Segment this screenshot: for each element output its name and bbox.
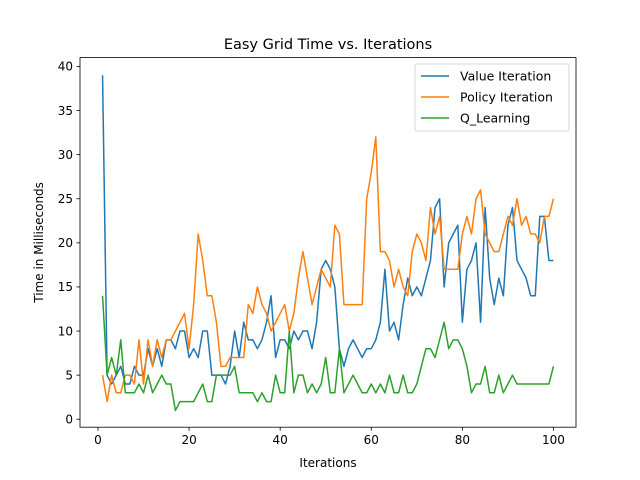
y-tick-label: 0 — [65, 413, 73, 427]
series-line-0 — [101, 75, 554, 385]
series-line-2 — [101, 295, 555, 412]
y-tick-label: 10 — [58, 324, 73, 338]
legend: Value Iteration Policy Iteration Q_Learnin… — [414, 63, 570, 132]
legend-label-1: Policy Iteration — [460, 90, 553, 105]
x-tick-label: 20 — [181, 433, 196, 447]
legend-label-0: Value Iteration — [460, 69, 551, 84]
x-axis-label: Iterations — [299, 456, 356, 470]
y-tick-label: 25 — [58, 192, 73, 206]
y-tick-label: 40 — [58, 60, 73, 74]
y-axis: 0 5 10 15 20 25 30 35 40 — [58, 60, 80, 427]
x-tick-label: 80 — [455, 433, 470, 447]
y-tick-label: 30 — [58, 148, 73, 162]
legend-items: Value Iteration Policy Iteration Q_Learnin… — [421, 69, 553, 126]
y-tick-label: 15 — [58, 280, 73, 294]
x-tick-label: 60 — [364, 433, 379, 447]
x-tick-label: 100 — [542, 433, 565, 447]
y-tick-label: 35 — [58, 104, 73, 118]
legend-label-2: Q_Learning — [460, 111, 530, 126]
plot-lines — [101, 75, 555, 412]
x-axis: 0 20 40 60 80 100 — [94, 427, 565, 447]
y-axis-label: Time in Milliseconds — [32, 182, 46, 304]
y-tick-label: 5 — [65, 368, 73, 382]
series-line-1 — [101, 136, 555, 403]
plot-frame — [79, 57, 577, 428]
x-tick-label: 0 — [94, 433, 102, 447]
x-tick-label: 40 — [273, 433, 288, 447]
y-tick-label: 20 — [58, 236, 73, 250]
chart-title: Easy Grid Time vs. Iterations — [224, 37, 432, 53]
legend-box — [414, 63, 570, 132]
